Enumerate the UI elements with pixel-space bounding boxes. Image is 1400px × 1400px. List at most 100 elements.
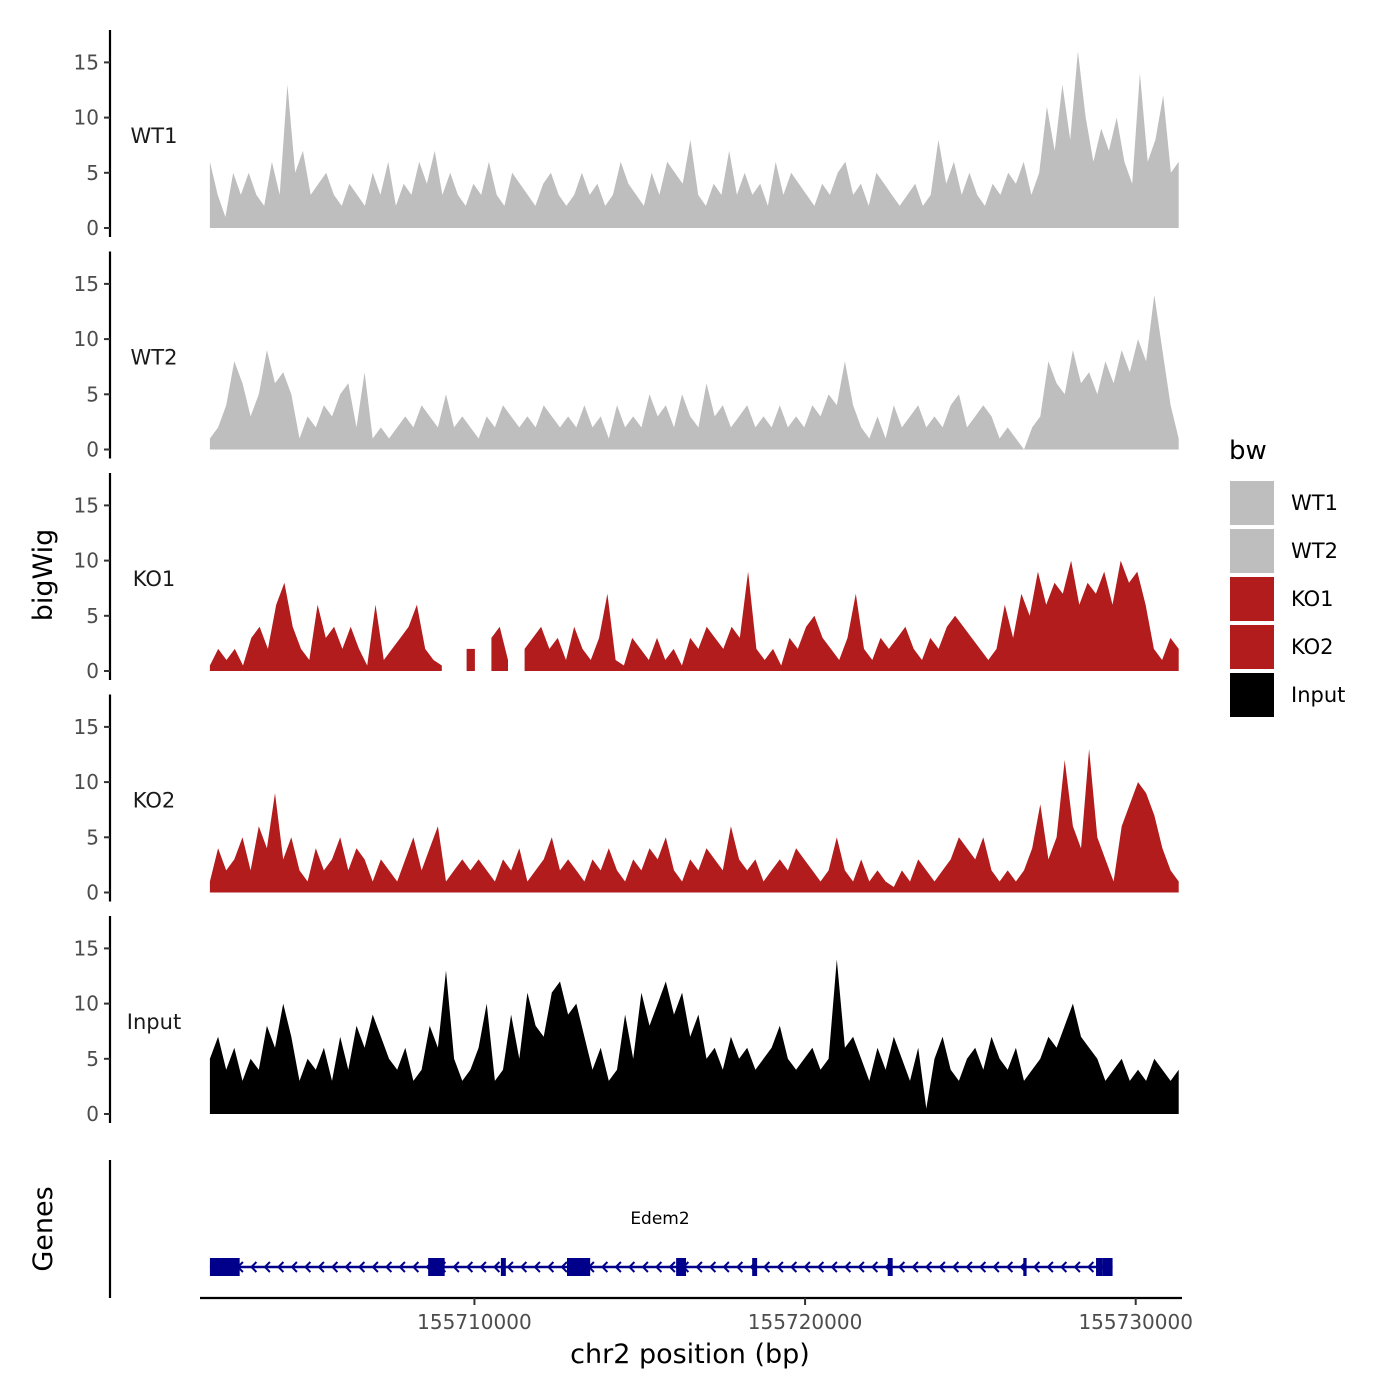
y-tick-label: 0	[86, 438, 99, 462]
track-label: WT1	[131, 124, 178, 148]
strand-chevron	[641, 1261, 649, 1273]
strand-chevron	[925, 1261, 933, 1273]
strand-chevron	[1087, 1261, 1095, 1273]
x-axis-title: chr2 position (bp)	[570, 1339, 810, 1370]
strand-chevron	[560, 1261, 568, 1273]
strand-chevron	[695, 1261, 703, 1273]
y-tick-label: 5	[86, 825, 99, 849]
y-tick-label: 5	[86, 604, 99, 628]
gene-exon	[567, 1258, 591, 1276]
strand-chevron	[655, 1261, 663, 1273]
gene-exon	[887, 1258, 893, 1276]
strand-chevron	[1060, 1261, 1068, 1273]
strand-chevron	[817, 1261, 825, 1273]
gene-exon	[752, 1258, 758, 1276]
legend: bw WT1 WT2 KO1 KO2 Input	[1229, 436, 1345, 717]
strand-chevron	[371, 1261, 379, 1273]
gene-exon	[1096, 1258, 1103, 1276]
track-ko2: 0 5 10 15 KO2	[74, 694, 1179, 905]
y-tick-label: 0	[86, 659, 99, 683]
strand-chevron	[952, 1261, 960, 1273]
strand-chevron	[533, 1261, 541, 1273]
legend-label: KO2	[1291, 635, 1334, 659]
strand-chevron	[857, 1261, 865, 1273]
y-tick-label: 0	[86, 1102, 99, 1126]
legend-swatch	[1230, 529, 1274, 573]
track-label: Input	[127, 1010, 181, 1034]
gene-model: Edem2	[209, 1209, 1113, 1276]
strand-chevron	[250, 1261, 258, 1273]
track-label: WT2	[131, 346, 178, 370]
strand-chevron	[290, 1261, 298, 1273]
strand-chevron	[466, 1261, 474, 1273]
strand-chevron	[736, 1261, 744, 1273]
legend-swatch	[1230, 481, 1274, 525]
strand-chevron	[344, 1261, 352, 1273]
y-tick-label: 5	[86, 382, 99, 406]
signal-area	[209, 294, 1179, 450]
x-tick-label: 155730000	[1078, 1310, 1193, 1334]
strand-chevron	[452, 1261, 460, 1273]
strand-chevron	[412, 1261, 420, 1273]
strand-chevron	[709, 1261, 717, 1273]
strand-chevron	[830, 1261, 838, 1273]
y-tick-label: 10	[74, 327, 99, 351]
x-axis: 155710000 155720000 155730000	[200, 1296, 1193, 1334]
legend-item-input: Input	[1230, 673, 1345, 717]
strand-chevron	[398, 1261, 406, 1273]
strand-chevron	[493, 1261, 501, 1273]
legend-swatch	[1230, 577, 1274, 621]
y-tick-label: 15	[74, 50, 99, 74]
strand-chevron	[614, 1261, 622, 1273]
signal-area	[209, 959, 1179, 1114]
y-axis-title: bigWig	[28, 529, 59, 622]
strand-chevron	[722, 1261, 730, 1273]
strand-chevron	[385, 1261, 393, 1273]
y-tick-label: 10	[74, 992, 99, 1016]
strand-chevron	[479, 1261, 487, 1273]
strand-chevron	[277, 1261, 285, 1273]
legend-label: KO1	[1291, 587, 1334, 611]
track-ko1: 0 5 10 15 KO1	[74, 473, 1179, 683]
strand-chevron	[263, 1261, 271, 1273]
legend-swatch	[1230, 673, 1274, 717]
y-tick-label: 5	[86, 161, 99, 185]
genes-axis-title: Genes	[28, 1186, 59, 1271]
strand-chevron	[911, 1261, 919, 1273]
legend-swatch	[1230, 625, 1274, 669]
signal-area	[209, 749, 1179, 893]
track-wt1: 0 5 10 15 WT1	[74, 30, 1179, 240]
y-tick-label: 0	[86, 881, 99, 905]
signal-tracks: 0 5 10 15 WT1 0 5 10 15 WT2 0 5 10 15 KO1 0 5 10 15 KO2 0 5 10…	[74, 30, 1179, 1126]
strand-chevron	[1033, 1261, 1041, 1273]
gene-label: Edem2	[630, 1209, 689, 1229]
track-wt2: 0 5 10 15 WT2	[74, 251, 1179, 462]
y-tick-label: 15	[74, 715, 99, 739]
track-label: KO2	[133, 789, 176, 813]
strand-chevron	[304, 1261, 312, 1273]
strand-chevron	[803, 1261, 811, 1273]
strand-chevron	[790, 1261, 798, 1273]
gene-exon	[428, 1258, 445, 1276]
legend-label: WT2	[1291, 539, 1338, 563]
legend-item-ko2: KO2	[1230, 625, 1334, 669]
strand-chevron	[358, 1261, 366, 1273]
strand-chevron	[992, 1261, 1000, 1273]
y-tick-label: 15	[74, 936, 99, 960]
strand-chevron	[628, 1261, 636, 1273]
strand-chevron	[317, 1261, 325, 1273]
signal-area	[209, 51, 1179, 229]
y-tick-label: 10	[74, 549, 99, 573]
y-tick-label: 15	[74, 272, 99, 296]
strand-chevron	[965, 1261, 973, 1273]
gene-exon	[1023, 1258, 1027, 1276]
legend-item-wt1: WT1	[1230, 481, 1338, 525]
strand-chevron	[938, 1261, 946, 1273]
strand-chevron	[668, 1261, 676, 1273]
strand-chevron	[331, 1261, 339, 1273]
strand-chevron	[871, 1261, 879, 1273]
legend-label: Input	[1291, 683, 1345, 707]
x-tick-label: 155710000	[417, 1310, 532, 1334]
y-tick-label: 10	[74, 770, 99, 794]
signal-area	[491, 626, 508, 671]
